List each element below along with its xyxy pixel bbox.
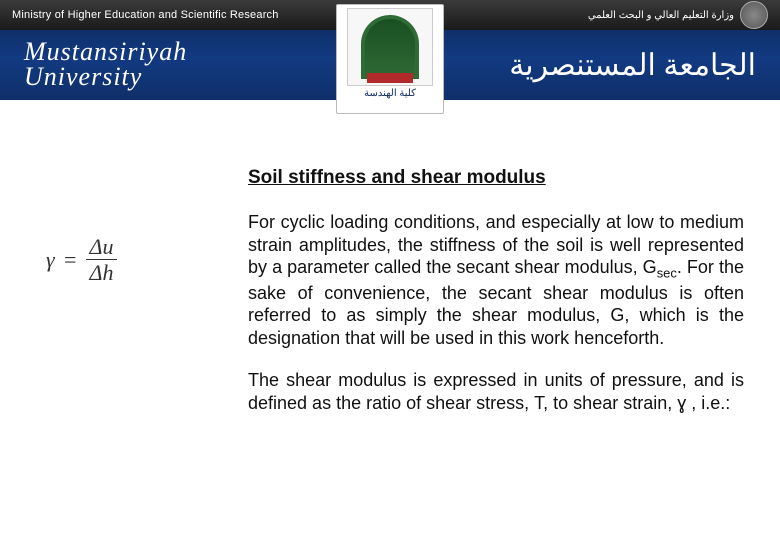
university-name-ar: الجامعة المستنصرية [509, 48, 762, 83]
main-column: Soil stiffness and shear modulus For cyc… [248, 167, 780, 434]
university-name-en-line2: University [24, 65, 187, 90]
faculty-label-ar: كلية الهندسة [364, 88, 416, 99]
ministry-name-en: Ministry of Higher Education and Scienti… [12, 9, 279, 21]
formula-gamma: γ = Δu Δh [46, 235, 228, 284]
ministry-right: وزارة التعليم العالي و البحث العلمي [588, 1, 768, 29]
university-crest: كلية الهندسة [336, 4, 444, 114]
formula-denominator: Δh [86, 260, 118, 284]
side-column: γ = Δu Δh [0, 167, 248, 434]
formula-fraction: Δu Δh [86, 235, 118, 284]
crest-frame [347, 8, 433, 86]
section-title: Soil stiffness and shear modulus [248, 167, 744, 189]
page-header: Ministry of Higher Education and Scienti… [0, 0, 780, 133]
formula-lhs: γ [46, 247, 55, 273]
paragraph-1: For cyclic loading conditions, and espec… [248, 211, 744, 349]
university-name-en: Mustansiriyah University [24, 40, 187, 89]
page-content: γ = Δu Δh Soil stiffness and shear modul… [0, 133, 780, 434]
p1-subscript: sec [657, 266, 677, 281]
ministry-seal-icon [740, 1, 768, 29]
paragraph-2: The shear modulus is expressed in units … [248, 369, 744, 414]
formula-numerator: Δu [86, 235, 118, 260]
crest-arch-icon [361, 15, 419, 79]
formula-eq: = [63, 247, 78, 273]
crest-bar-icon [367, 73, 413, 83]
ministry-name-ar: وزارة التعليم العالي و البحث العلمي [588, 10, 734, 21]
